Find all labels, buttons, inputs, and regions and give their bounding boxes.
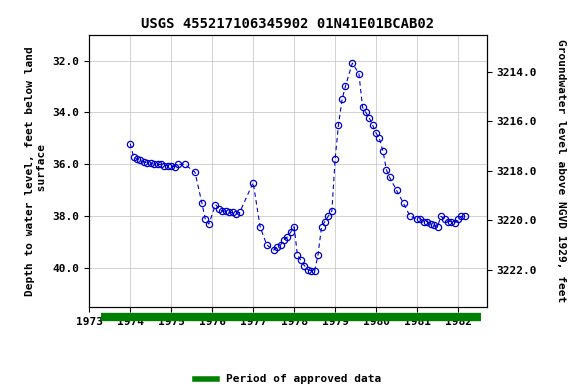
Y-axis label: Depth to water level, feet below land
 surface: Depth to water level, feet below land su… bbox=[25, 46, 47, 296]
Y-axis label: Groundwater level above NGVD 1929, feet: Groundwater level above NGVD 1929, feet bbox=[556, 39, 566, 303]
Title: USGS 455217106345902 01N41E01BCAB02: USGS 455217106345902 01N41E01BCAB02 bbox=[142, 17, 434, 31]
Legend: Period of approved data: Period of approved data bbox=[191, 370, 385, 384]
